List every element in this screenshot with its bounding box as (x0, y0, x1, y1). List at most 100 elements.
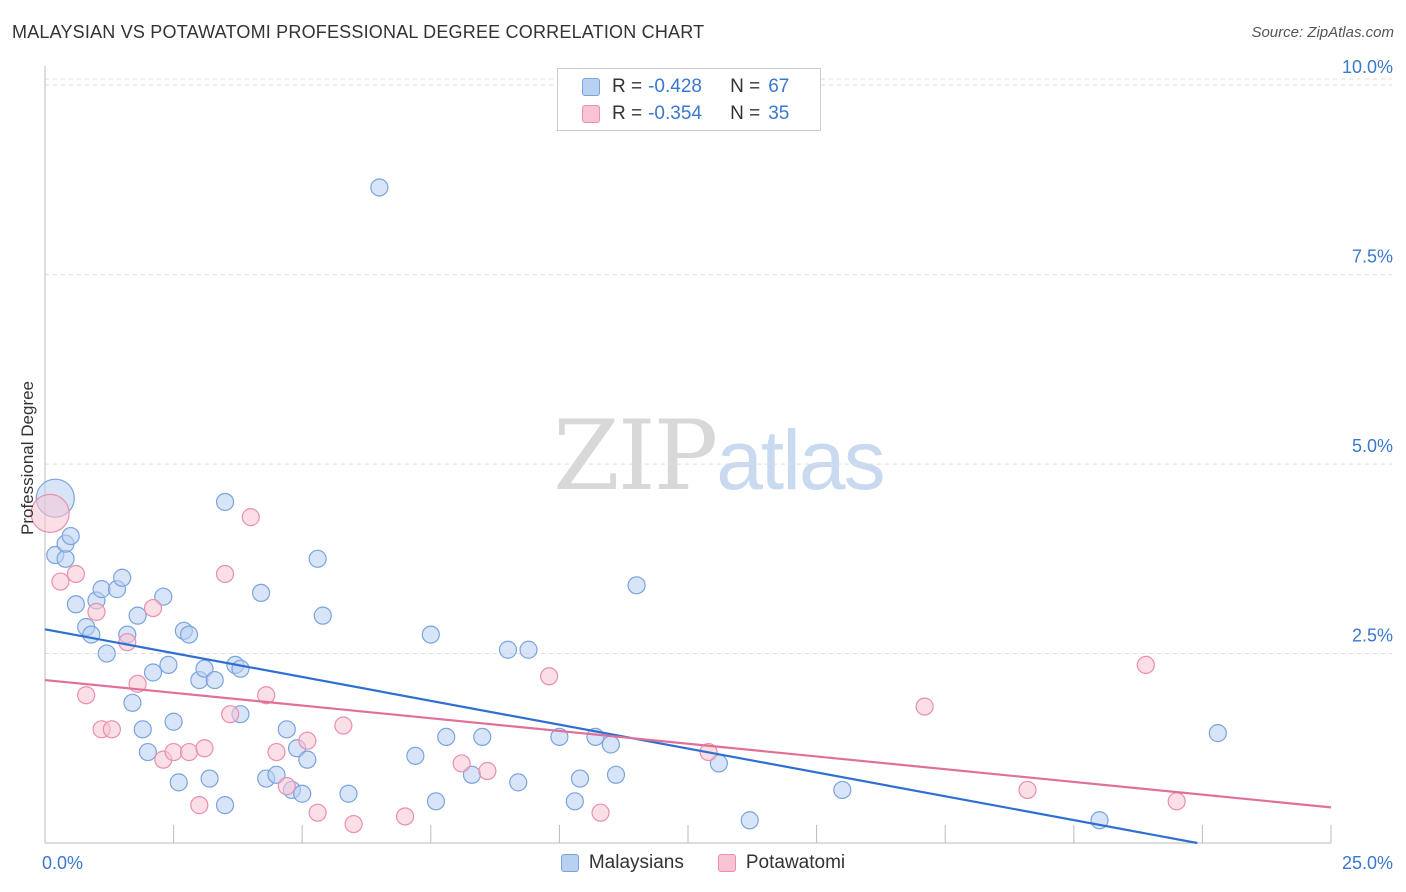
potawatomi-point (277, 777, 296, 796)
malaysians-point (143, 663, 163, 682)
malaysians-point (570, 769, 590, 788)
point-layer (30, 178, 1227, 834)
malaysians-point (251, 583, 271, 603)
watermark: ZIPatlas (553, 400, 886, 512)
malaysians-point (370, 178, 389, 197)
malaysians-point (277, 720, 296, 739)
axis-layer (44, 66, 1332, 844)
potawatomi-point (77, 686, 96, 705)
potawatomi-point (344, 814, 363, 834)
malaysians-point (473, 727, 492, 747)
grid-layer (45, 78, 1392, 655)
malaysians-point (339, 784, 358, 803)
y-axis-label: Professional Degree (18, 380, 37, 536)
malaysians-point (159, 655, 178, 675)
potawatomi-point (1167, 792, 1186, 811)
correlation-legend: R = -0.428 N = 67 R = -0.354 N = 35 (557, 68, 821, 131)
malaysians-point (138, 742, 157, 762)
y-tick-label: 2.5% (1352, 626, 1393, 646)
potawatomi-point (195, 739, 214, 758)
malaysians-point (833, 780, 852, 800)
malaysians-point (179, 625, 199, 644)
x-tick-label: 0.0% (42, 853, 83, 873)
malaysians-point (231, 659, 250, 678)
y-tick-label: 10.0% (1342, 57, 1393, 77)
legend-label-potawatomi: Potawatomi (745, 852, 846, 873)
potawatomi-point (452, 754, 471, 773)
malaysians-point (215, 796, 235, 815)
malaysians-point (313, 606, 332, 625)
potawatomi-point (308, 803, 327, 822)
malaysians-point (195, 659, 214, 678)
potawatomi-point (215, 564, 235, 584)
legend-r-label: R = (612, 76, 643, 97)
potawatomi-point (478, 761, 497, 781)
potawatomi-point (66, 564, 85, 584)
legend-swatch-blue (582, 78, 600, 96)
malaysians-point (519, 640, 538, 659)
malaysians-point (113, 568, 132, 587)
potawatomi-point (298, 731, 317, 750)
chart-title: MALAYSIAN VS POTAWATOMI PROFESSIONAL DEG… (12, 22, 705, 42)
malaysians-point (740, 811, 759, 830)
potawatomi-point (164, 742, 183, 762)
trend-layer (44, 628, 1332, 845)
malaysians-point (509, 773, 528, 792)
tick-label-layer: 2.5% 5.0% 7.5% 10.0% 0.0% 25.0% (42, 57, 1393, 873)
malaysians-point (56, 549, 75, 568)
watermark-zip: ZIP (553, 400, 718, 512)
legend-swatch-pink (582, 105, 600, 123)
legend-r-label: R = (612, 103, 643, 124)
legend-n-label: N = (730, 76, 761, 97)
malaysians-point (169, 773, 188, 792)
malaysians-point (97, 644, 116, 663)
legend-r-value: -0.428 (648, 76, 702, 97)
source-credit: Source: ZipAtlas.com (1251, 24, 1394, 41)
y-tick-label: 7.5% (1352, 247, 1393, 267)
legend-item-malaysians: Malaysians (560, 852, 684, 874)
legend-n-value: 67 (768, 76, 790, 97)
malaysians-point (601, 735, 620, 754)
legend-row-potawatomi: R = -0.354 N = 35 (582, 102, 789, 126)
malaysians-point (92, 580, 111, 599)
malaysians-point (1208, 724, 1227, 743)
malaysians-point (200, 769, 219, 788)
malaysians-point (66, 595, 85, 614)
malaysians-point (627, 576, 646, 595)
malaysians-point (565, 792, 584, 811)
malaysians-point (154, 587, 173, 606)
legend-r-value: -0.354 (648, 103, 702, 124)
watermark-atlas: atlas (716, 413, 885, 507)
malaysians-point (606, 765, 626, 784)
legend-swatch-pink (717, 854, 736, 872)
malaysians-point (123, 693, 142, 712)
potawatomi-point (241, 508, 260, 527)
potawatomi-point (915, 697, 934, 716)
legend-label-malaysians: Malaysians (588, 852, 684, 873)
malaysians-point (421, 625, 440, 644)
malaysians-point (267, 765, 286, 784)
malaysians-point (406, 746, 425, 765)
malaysians-point (426, 792, 446, 811)
legend-n-value: 35 (768, 103, 790, 124)
malaysians-point (550, 727, 569, 747)
malaysians-point (215, 492, 235, 512)
potawatomi-point (30, 493, 70, 533)
potawatomi-point (190, 796, 209, 815)
potawatomi-point (102, 720, 121, 739)
potawatomi-point (395, 807, 415, 826)
malaysians-point (82, 625, 101, 644)
series-legend: Malaysians Potawatomi (0, 852, 1406, 874)
potawatomi-point (1136, 655, 1155, 675)
potawatomi-point (540, 667, 559, 686)
malaysians-point (61, 526, 80, 546)
potawatomi-point (334, 716, 353, 735)
legend-row-malaysians: R = -0.428 N = 67 (582, 75, 789, 99)
potawatomi-point (257, 686, 276, 705)
malaysians-point (498, 640, 518, 659)
legend-n-label: N = (730, 103, 761, 124)
malaysians-point (164, 712, 183, 731)
potawatomi-point (179, 742, 199, 762)
potawatomi-point (87, 602, 106, 621)
